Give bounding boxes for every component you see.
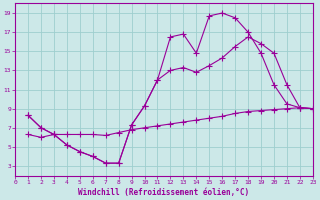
X-axis label: Windchill (Refroidissement éolien,°C): Windchill (Refroidissement éolien,°C)	[78, 188, 250, 197]
